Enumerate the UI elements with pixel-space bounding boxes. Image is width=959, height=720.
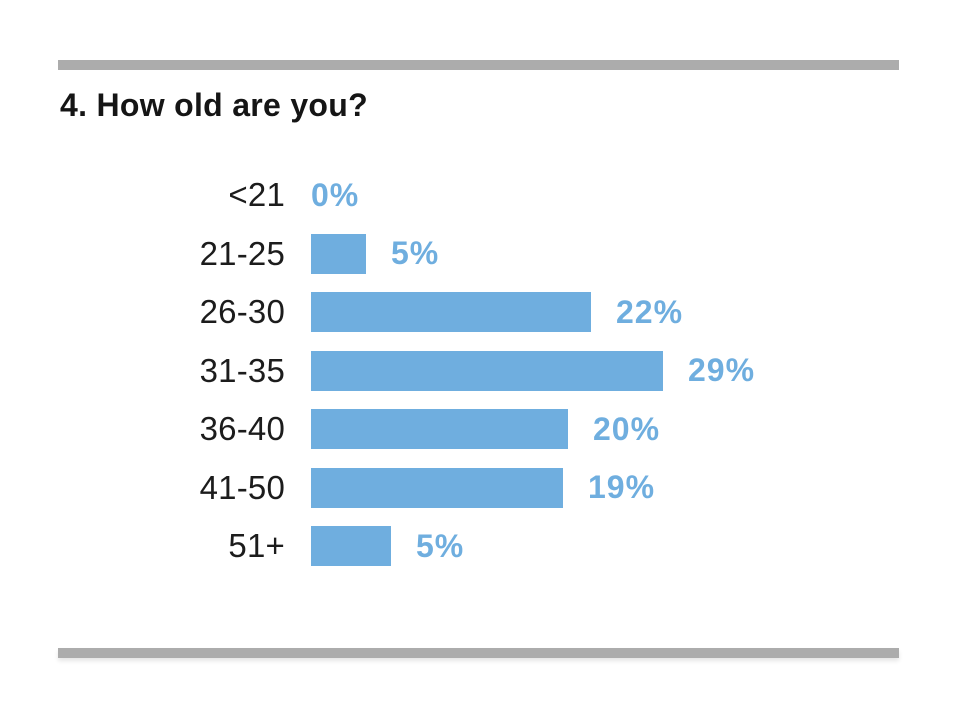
value-label: 19%	[588, 469, 656, 506]
category-label: 31-35	[199, 351, 285, 389]
bar	[311, 233, 366, 274]
top-divider	[58, 60, 899, 70]
value-label: 22%	[616, 293, 684, 330]
category-label: 36-40	[199, 410, 285, 448]
bottom-divider	[58, 648, 899, 658]
bar	[311, 526, 391, 567]
age-bar-chart: <21 0% 21-25 5% 26-30 22% 31-35 29% 36-40 20% 41-5…	[60, 166, 900, 576]
value-label: 5%	[391, 235, 440, 272]
category-label: 21-25	[199, 234, 285, 272]
bar	[311, 350, 663, 391]
category-label: 41-50	[199, 468, 285, 506]
value-label: 5%	[416, 527, 465, 564]
chart-row: 41-50 19%	[60, 459, 900, 518]
chart-row: 36-40 20%	[60, 400, 900, 459]
bar	[311, 409, 568, 450]
bar	[311, 467, 563, 508]
chart-row: 21-25 5%	[60, 225, 900, 284]
value-label: 29%	[688, 352, 756, 389]
chart-row: 26-30 22%	[60, 283, 900, 342]
category-label: <21	[228, 176, 285, 214]
value-label: 20%	[593, 410, 661, 447]
category-label: 51+	[228, 527, 285, 565]
bar	[311, 292, 591, 333]
category-label: 26-30	[199, 293, 285, 331]
chart-row: <21 0%	[60, 166, 900, 225]
value-label: 0%	[311, 176, 360, 213]
chart-row: 51+ 5%	[60, 517, 900, 576]
chart-row: 31-35 29%	[60, 342, 900, 401]
question-title: 4. How old are you?	[60, 87, 368, 123]
